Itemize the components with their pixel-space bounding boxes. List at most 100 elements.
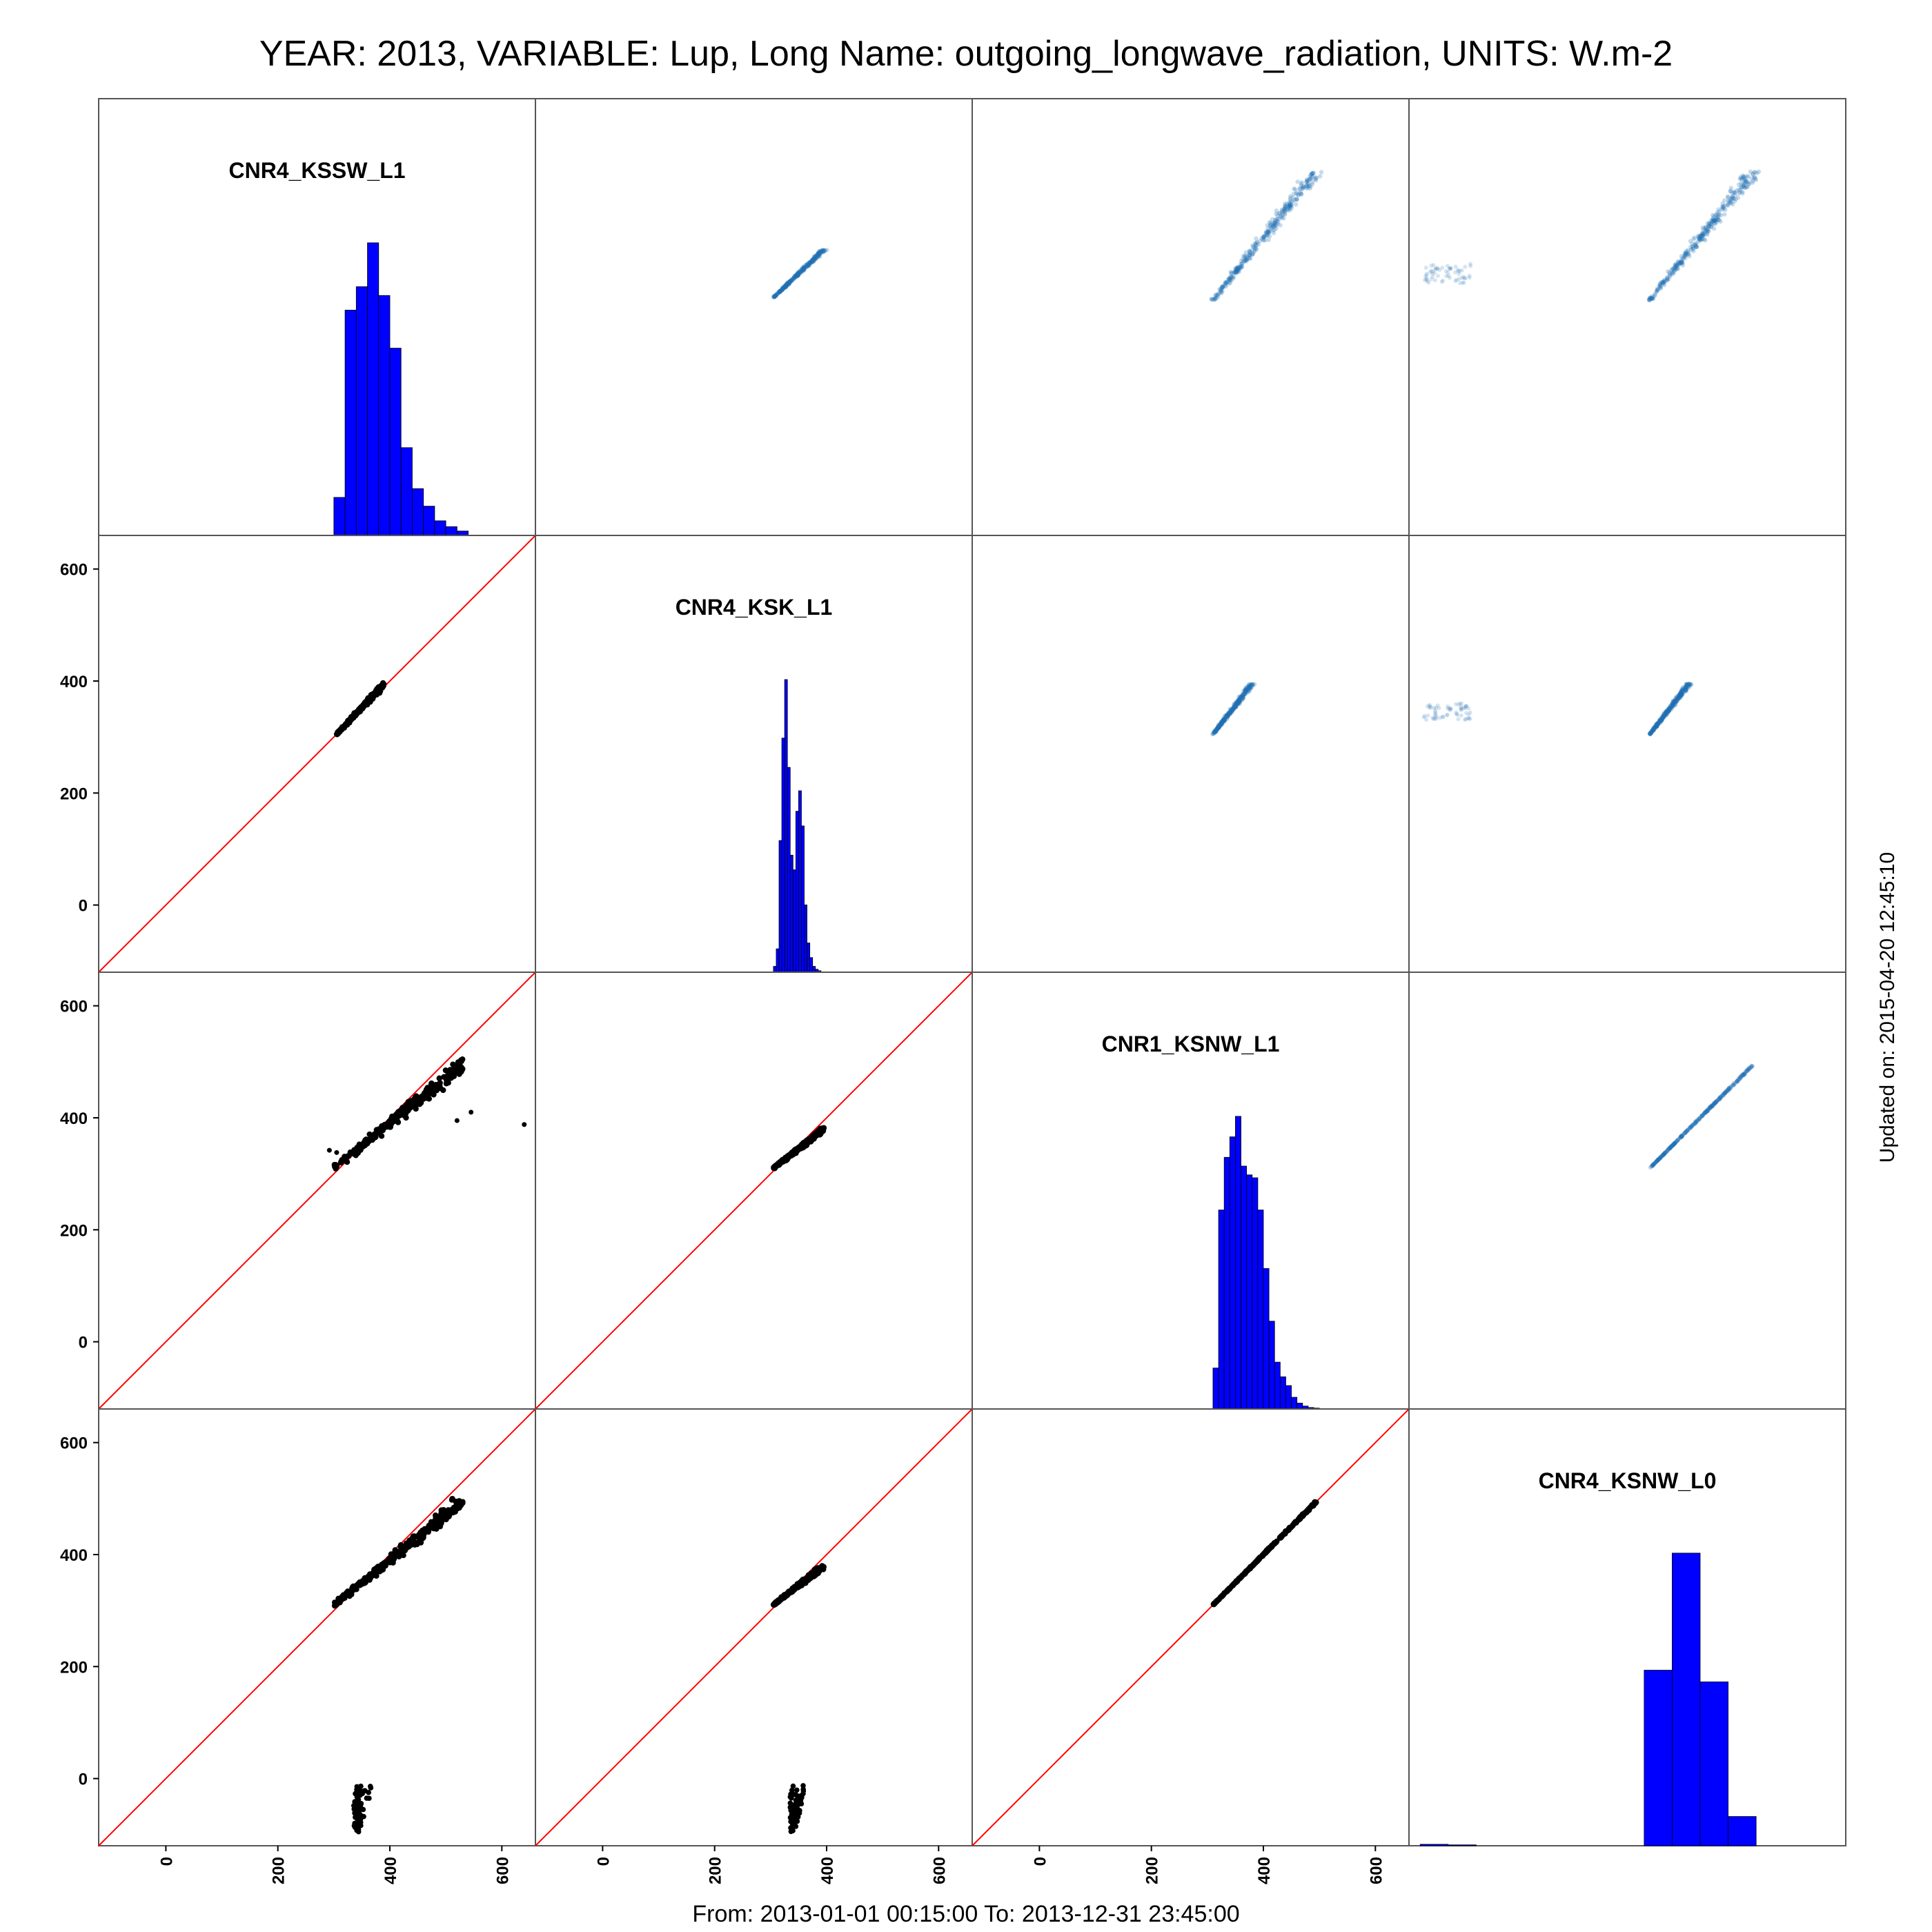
- density-point: [1679, 693, 1684, 698]
- density-point: [810, 259, 816, 264]
- density-point: [1221, 282, 1227, 288]
- density-point: [816, 253, 821, 258]
- density-point: [1236, 698, 1241, 702]
- density-point: [1677, 693, 1682, 698]
- density-point: [1679, 254, 1684, 259]
- density-point: [795, 273, 800, 278]
- density-point: [1234, 704, 1239, 709]
- density-point: [1241, 695, 1246, 700]
- density-point: [1753, 176, 1758, 181]
- density-point: [787, 279, 792, 284]
- density-point: [1716, 213, 1721, 218]
- density-point: [1693, 242, 1697, 247]
- density-point: [1428, 706, 1432, 711]
- density-point: [1215, 725, 1220, 731]
- density-point: [1673, 263, 1678, 268]
- density-point: [1726, 201, 1731, 206]
- density-point: [1229, 275, 1234, 279]
- density-point: [1729, 196, 1734, 201]
- density-point: [1304, 177, 1310, 182]
- histogram-bar: [787, 767, 791, 973]
- density-point: [1247, 684, 1252, 689]
- scatter-point: [398, 1545, 404, 1552]
- density-point: [1231, 276, 1236, 281]
- density-point: [802, 266, 807, 270]
- density-point: [822, 248, 828, 253]
- density-point: [1743, 179, 1748, 184]
- density-point: [780, 286, 786, 290]
- density-point: [1673, 700, 1678, 704]
- density-point: [1708, 221, 1713, 227]
- outlier-point: [522, 1122, 527, 1127]
- x-tick-label: 400: [818, 1857, 837, 1884]
- density-point: [1288, 202, 1294, 208]
- outlier-point: [354, 1827, 359, 1833]
- density-point: [1233, 704, 1239, 709]
- density-point: [1291, 191, 1297, 197]
- density-point: [1243, 688, 1248, 693]
- density-point: [1227, 710, 1232, 715]
- density-point: [799, 268, 805, 274]
- density-point: [1454, 702, 1459, 707]
- density-point: [1235, 699, 1241, 704]
- density-point: [1308, 176, 1312, 181]
- density-point: [1271, 224, 1276, 229]
- density-point: [1266, 228, 1272, 234]
- scatter-point: [794, 1584, 800, 1590]
- density-point: [1226, 710, 1231, 716]
- density-point: [1658, 719, 1663, 724]
- density-point: [806, 262, 811, 266]
- density-point: [1243, 250, 1248, 255]
- x-tick-label: 400: [382, 1857, 400, 1884]
- density-point: [1747, 1066, 1753, 1071]
- density-point: [1270, 217, 1275, 222]
- density-point: [1318, 174, 1323, 179]
- density-point: [1305, 184, 1310, 189]
- density-point: [1259, 236, 1264, 241]
- density-point: [1247, 253, 1252, 258]
- density-point: [788, 278, 793, 283]
- density-point: [1249, 682, 1254, 687]
- density-point: [1250, 683, 1255, 688]
- scatter-point: [772, 1601, 779, 1607]
- density-point: [1744, 178, 1748, 184]
- density-point: [1244, 690, 1249, 695]
- outlier-point: [793, 1787, 800, 1793]
- density-point: [1739, 1074, 1745, 1078]
- scatter-point: [417, 1529, 424, 1536]
- density-point: [1285, 208, 1290, 213]
- density-point: [1235, 700, 1241, 705]
- density-point: [1683, 684, 1688, 690]
- density-point: [1220, 722, 1225, 727]
- density-point: [805, 261, 810, 266]
- density-point: [1221, 718, 1225, 722]
- density-point: [1243, 688, 1249, 693]
- density-point: [1709, 219, 1715, 224]
- density-point: [1235, 700, 1240, 705]
- density-point: [818, 251, 822, 256]
- density-point: [1213, 730, 1218, 735]
- density-point: [1271, 223, 1276, 228]
- panel-frame: [1408, 98, 1846, 536]
- density-point: [1235, 266, 1240, 271]
- density-point: [1218, 722, 1223, 727]
- density-point: [1247, 684, 1252, 690]
- density-point: [1212, 729, 1217, 733]
- density-point: [1240, 696, 1245, 701]
- density-point: [1252, 244, 1256, 249]
- density-point: [1432, 710, 1437, 715]
- scatter-point: [1247, 1565, 1254, 1572]
- histogram-bar: [792, 869, 796, 973]
- density-point: [1248, 684, 1253, 689]
- density-point: [1221, 716, 1227, 721]
- density-point: [1319, 170, 1324, 175]
- density-point: [1219, 720, 1224, 724]
- density-point: [1284, 207, 1290, 212]
- histogram-bar: [378, 295, 391, 536]
- density-point: [808, 259, 813, 264]
- density-point: [1221, 718, 1226, 723]
- density-point: [1441, 278, 1446, 283]
- density-point: [1461, 280, 1466, 285]
- histogram-bar: [1448, 1844, 1477, 1846]
